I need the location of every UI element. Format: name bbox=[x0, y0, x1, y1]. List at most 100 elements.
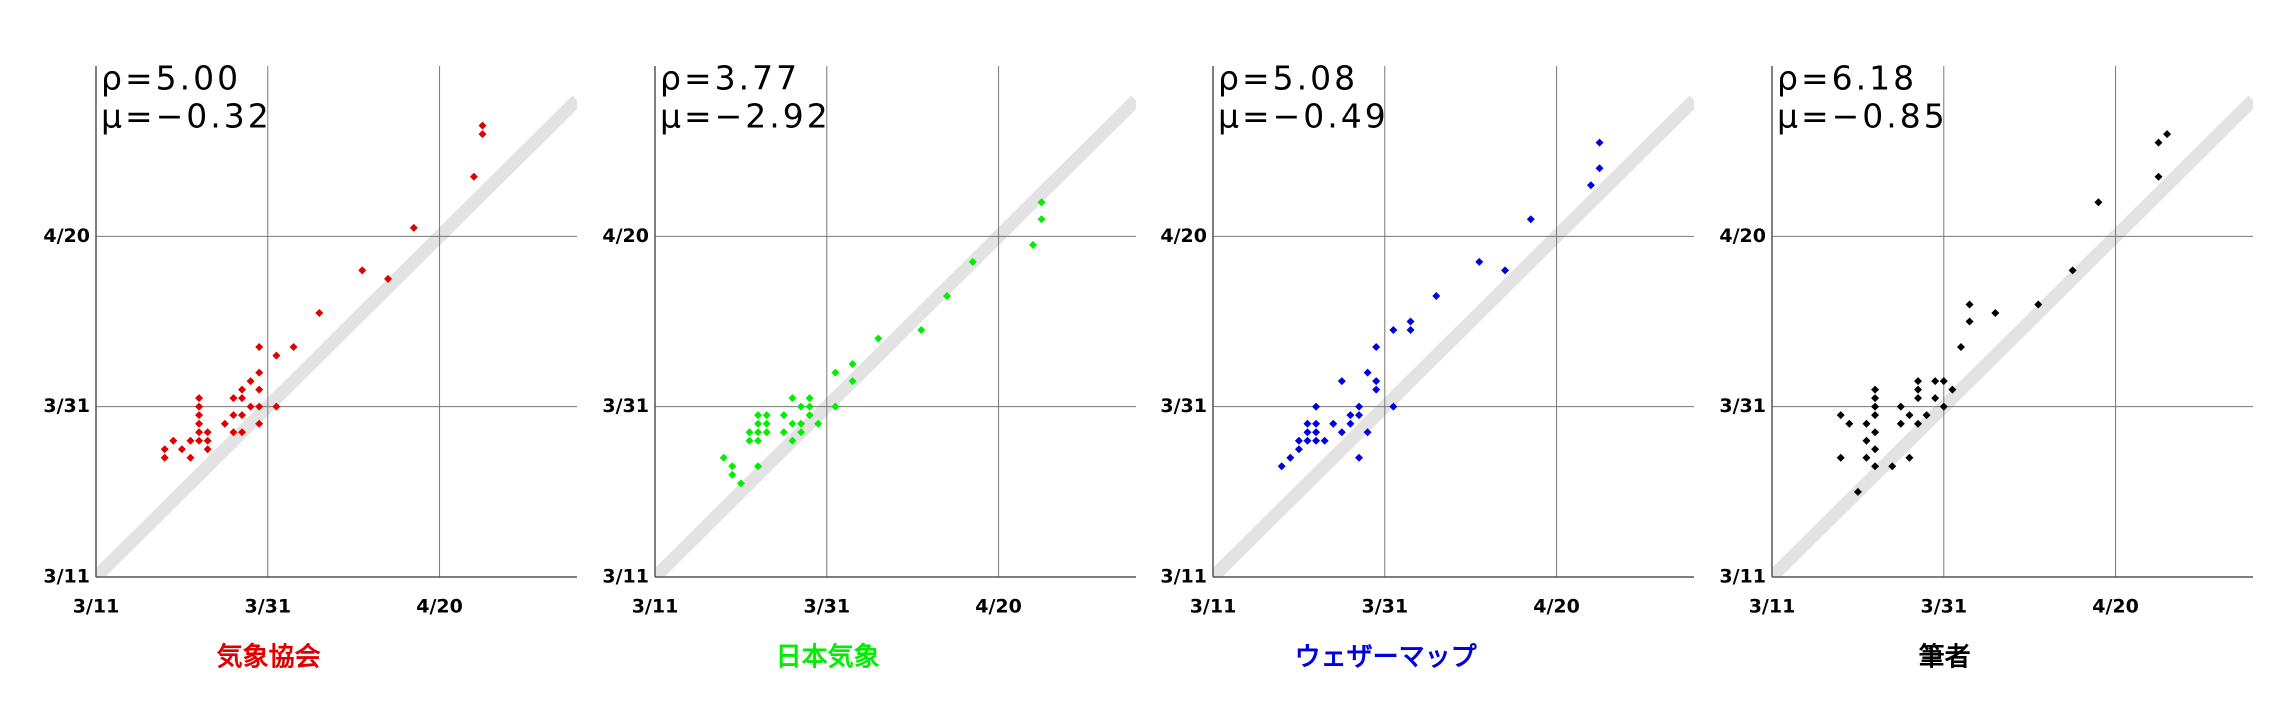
point bbox=[1389, 326, 1398, 335]
point bbox=[1277, 462, 1286, 471]
point bbox=[848, 360, 857, 369]
point bbox=[478, 130, 487, 139]
annotation: μ=−0.32 bbox=[101, 97, 272, 136]
point bbox=[968, 257, 977, 266]
point bbox=[195, 436, 204, 445]
annotation: μ=−0.85 bbox=[1777, 97, 1948, 136]
point bbox=[754, 419, 763, 428]
point bbox=[409, 223, 418, 232]
y-tick-label: 4/20 bbox=[1160, 225, 1207, 247]
point bbox=[1329, 419, 1338, 428]
point bbox=[1363, 368, 1372, 377]
point bbox=[1312, 436, 1321, 445]
point bbox=[1303, 428, 1312, 437]
y-tick-label: 3/31 bbox=[1160, 395, 1207, 417]
point bbox=[1406, 317, 1415, 326]
panel bbox=[655, 95, 1136, 577]
point bbox=[1372, 385, 1381, 394]
annotation: ρ=5.08 bbox=[1218, 59, 1358, 98]
point bbox=[1286, 453, 1295, 462]
point bbox=[874, 334, 883, 343]
y-tick-label: 3/11 bbox=[1160, 566, 1207, 588]
point bbox=[1363, 428, 1372, 437]
point bbox=[255, 368, 264, 377]
point bbox=[1475, 257, 1484, 266]
x-tick-label: 3/11 bbox=[1190, 596, 1237, 618]
point bbox=[1905, 453, 1914, 462]
point bbox=[255, 343, 264, 352]
point bbox=[203, 436, 212, 445]
point bbox=[1836, 411, 1845, 420]
point bbox=[1871, 402, 1880, 411]
point bbox=[1939, 377, 1948, 386]
y-tick-label: 3/11 bbox=[1719, 566, 1766, 588]
point bbox=[1389, 402, 1398, 411]
point bbox=[1355, 402, 1364, 411]
point bbox=[1294, 436, 1303, 445]
point bbox=[788, 436, 797, 445]
x-tick-label: 3/11 bbox=[73, 596, 120, 618]
point bbox=[169, 436, 178, 445]
point bbox=[1871, 394, 1880, 403]
point bbox=[255, 419, 264, 428]
point bbox=[1595, 164, 1604, 173]
point bbox=[1586, 181, 1595, 190]
point bbox=[1896, 419, 1905, 428]
point bbox=[754, 411, 763, 420]
diagonal bbox=[96, 95, 577, 577]
point bbox=[1871, 462, 1880, 471]
point bbox=[2094, 198, 2103, 207]
point bbox=[1914, 377, 1923, 386]
point bbox=[1965, 300, 1974, 309]
x-tick-label: 3/11 bbox=[1749, 596, 1796, 618]
point bbox=[736, 479, 745, 488]
point bbox=[805, 394, 814, 403]
point bbox=[1337, 428, 1346, 437]
point bbox=[272, 402, 281, 411]
x-tick-label: 4/20 bbox=[1533, 596, 1580, 618]
point bbox=[195, 428, 204, 437]
point bbox=[469, 172, 478, 181]
point bbox=[1355, 453, 1364, 462]
point bbox=[255, 385, 264, 394]
point bbox=[1355, 411, 1364, 420]
point bbox=[255, 402, 264, 411]
point bbox=[1372, 377, 1381, 386]
point bbox=[186, 436, 195, 445]
point bbox=[1931, 394, 1940, 403]
point bbox=[1948, 385, 1957, 394]
point bbox=[1922, 411, 1931, 420]
point bbox=[797, 419, 806, 428]
point bbox=[1312, 402, 1321, 411]
point bbox=[238, 411, 247, 420]
point bbox=[1888, 462, 1897, 471]
diagonal bbox=[1772, 95, 2253, 577]
y-tick-label: 3/31 bbox=[1719, 395, 1766, 417]
y-tick-label: 4/20 bbox=[602, 225, 649, 247]
point bbox=[195, 411, 204, 420]
point bbox=[1037, 215, 1046, 224]
point bbox=[788, 394, 797, 403]
point bbox=[478, 121, 487, 130]
point bbox=[1871, 428, 1880, 437]
point bbox=[1871, 385, 1880, 394]
y-tick-label: 3/31 bbox=[43, 395, 90, 417]
x-tick-label: 3/11 bbox=[632, 596, 679, 618]
point bbox=[160, 445, 169, 454]
point bbox=[1939, 402, 1948, 411]
annotation: ρ=6.18 bbox=[1777, 59, 1917, 98]
x-tick-label: 4/20 bbox=[416, 596, 463, 618]
point bbox=[289, 343, 298, 352]
point bbox=[779, 411, 788, 420]
point bbox=[195, 419, 204, 428]
point bbox=[315, 308, 324, 317]
point bbox=[848, 377, 857, 386]
point bbox=[1896, 402, 1905, 411]
point bbox=[779, 428, 788, 437]
point bbox=[272, 351, 281, 360]
diagonal bbox=[655, 95, 1136, 577]
point bbox=[1845, 419, 1854, 428]
point bbox=[229, 428, 238, 437]
point bbox=[728, 470, 737, 479]
point bbox=[1312, 419, 1321, 428]
